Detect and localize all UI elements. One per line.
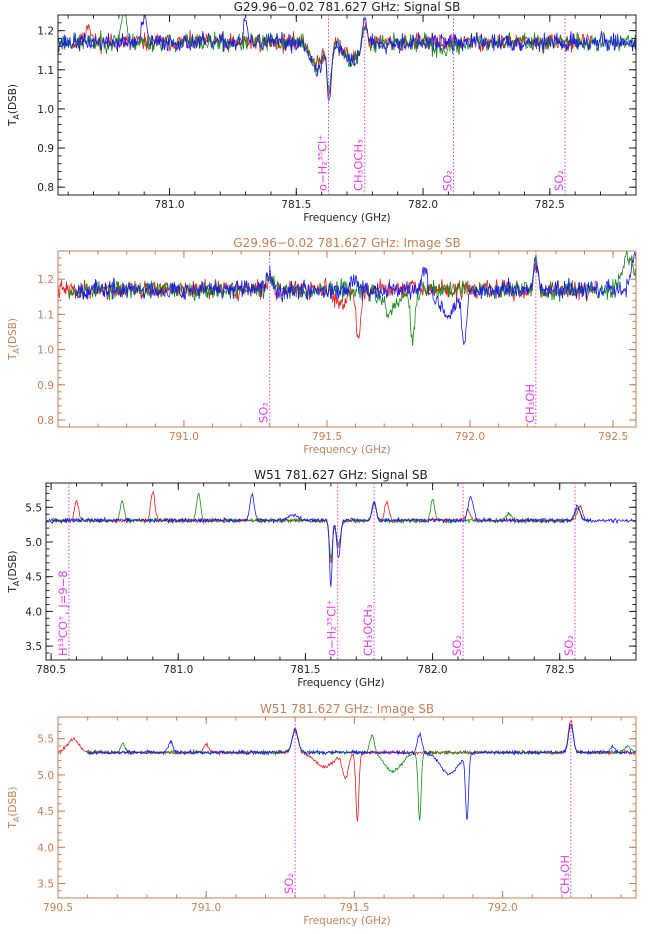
y-axis-label-tail: (DSB) xyxy=(7,550,19,580)
line-marker-label: CH₃OCH₃ xyxy=(361,604,375,656)
y-tick-label: 1.1 xyxy=(37,309,54,321)
x-tick-label: 781.0 xyxy=(155,199,185,211)
y-axis-label-sub: A xyxy=(12,114,21,120)
line-marker-label: o−H₂³⁵Cl⁺ xyxy=(315,135,329,191)
spectrum-red xyxy=(58,720,636,822)
y-axis-label-t: T xyxy=(7,586,19,594)
spectrum-blue xyxy=(46,492,636,587)
x-tick-label: 782.5 xyxy=(535,199,565,211)
line-marker-label: o−H₂³⁵Cl⁺ xyxy=(325,600,339,656)
x-tick-label: 781.0 xyxy=(163,664,193,676)
panel-title: W51 781.627 GHz: Signal SB xyxy=(254,468,427,482)
spectrum-blue xyxy=(87,723,636,820)
y-axis-label: TA(DSB) xyxy=(7,786,21,829)
panel-1: G29.96−0.02 781.627 GHz: Signal SB o−H₂³⁵… xyxy=(7,0,637,224)
plot-area xyxy=(46,490,636,587)
plot-area xyxy=(58,720,636,822)
y-tick-label: 5.0 xyxy=(25,537,42,549)
x-axis-label: Frequency (GHz) xyxy=(303,915,390,927)
y-axis-label-sub: A xyxy=(12,816,21,822)
y-tick-label: 3.5 xyxy=(37,879,54,891)
y-tick-label: 4.5 xyxy=(37,806,54,818)
y-tick-label: 1.1 xyxy=(37,65,54,77)
y-axis-label: TA(DSB) xyxy=(7,84,21,127)
y-tick-label: 1.2 xyxy=(37,274,54,286)
line-marker-label: SO₂ xyxy=(562,635,576,656)
plot-area xyxy=(58,251,636,346)
y-tick-label: 0.8 xyxy=(37,182,54,194)
line-marker-label: H¹³CO⁺, J=9−8 xyxy=(56,570,70,656)
line-marker-label: SO₂ xyxy=(282,873,296,894)
y-axis-label-tail: (DSB) xyxy=(7,786,19,816)
spectrum-red xyxy=(50,490,586,565)
y-axis-label-sub: A xyxy=(12,348,21,354)
y-tick-label: 0.9 xyxy=(37,380,54,392)
spectrum-blue xyxy=(58,15,636,103)
y-tick-label: 0.8 xyxy=(37,415,54,427)
x-tick-label: 791.5 xyxy=(339,902,369,914)
spectrum-red xyxy=(58,264,597,340)
line-marker-label: CH₃OH xyxy=(558,855,572,894)
y-tick-label: 3.5 xyxy=(25,641,42,653)
x-tick-label: 781.5 xyxy=(290,664,320,676)
panel-2: G29.96−0.02 781.627 GHz: Image SB SO₂ CH₃O… xyxy=(7,236,637,456)
x-tick-label: 782.0 xyxy=(418,664,448,676)
panel-title: G29.96−0.02 781.627 GHz: Signal SB xyxy=(234,0,461,14)
plot-frame xyxy=(45,482,637,661)
x-tick-label: 780.5 xyxy=(36,664,66,676)
y-axis-label-tail: (DSB) xyxy=(7,84,19,114)
y-tick-label: 5.5 xyxy=(25,502,42,514)
x-tick-label: 791.5 xyxy=(312,431,342,443)
spectrum-green xyxy=(87,723,636,821)
y-tick-label: 5.5 xyxy=(37,734,54,746)
line-marker-label: SO₂ xyxy=(450,635,464,656)
y-axis-label-t: T xyxy=(7,822,19,830)
y-tick-label: 5.0 xyxy=(37,770,54,782)
x-tick-label: 782.5 xyxy=(545,664,575,676)
x-axis-label: Frequency (GHz) xyxy=(297,677,384,689)
spectrum-green xyxy=(69,251,636,346)
panel-title: W51 781.627 GHz: Image SB xyxy=(260,702,434,716)
line-marker-label: SO₂ xyxy=(440,170,454,191)
panel-3: W51 781.627 GHz: Signal SB H¹³CO⁺, J=9−8 o… xyxy=(7,468,637,689)
y-axis-label-t: T xyxy=(7,119,19,127)
line-marker-label: SO₂ xyxy=(257,402,271,423)
panel-title: G29.96−0.02 781.627 GHz: Image SB xyxy=(233,236,460,250)
y-tick-label: 1.0 xyxy=(37,104,54,116)
y-tick-label: 4.0 xyxy=(37,842,54,854)
x-axis-label: Frequency (GHz) xyxy=(303,212,390,224)
x-tick-label: 790.5 xyxy=(43,902,73,914)
x-tick-label: 781.5 xyxy=(281,199,311,211)
x-tick-label: 792.5 xyxy=(598,431,628,443)
plot-area xyxy=(58,15,636,103)
y-tick-label: 1.2 xyxy=(37,26,54,38)
y-tick-label: 0.9 xyxy=(37,143,54,155)
panel-4: W51 781.627 GHz: Image SB SO₂ CH₃OH 790.5 79… xyxy=(7,702,637,927)
y-axis-label: TA(DSB) xyxy=(7,550,21,593)
line-marker-label: SO₂ xyxy=(552,170,566,191)
x-tick-label: 792.0 xyxy=(455,431,485,443)
y-tick-label: 4.0 xyxy=(25,606,42,618)
x-tick-label: 791.0 xyxy=(191,902,221,914)
spectrum-blue xyxy=(74,251,636,345)
line-marker-label: CH₃OCH₃ xyxy=(352,139,366,191)
y-axis-label-t: T xyxy=(7,353,19,361)
y-axis-label-sub: A xyxy=(12,580,21,586)
y-tick-label: 4.5 xyxy=(25,572,42,584)
spectrum-red xyxy=(72,23,591,98)
line-marker-label: CH₃OH xyxy=(523,384,537,423)
spectrum-green xyxy=(50,492,591,559)
y-axis-label-tail: (DSB) xyxy=(7,318,19,348)
x-tick-label: 792.0 xyxy=(488,902,518,914)
plot-frame xyxy=(57,716,637,899)
x-axis-label: Frequency (GHz) xyxy=(303,444,390,456)
y-tick-label: 1.0 xyxy=(37,345,54,357)
y-axis-label: TA(DSB) xyxy=(7,318,21,361)
plot-frame xyxy=(57,250,637,428)
x-tick-label: 782.0 xyxy=(408,199,438,211)
x-tick-label: 791.0 xyxy=(169,431,199,443)
